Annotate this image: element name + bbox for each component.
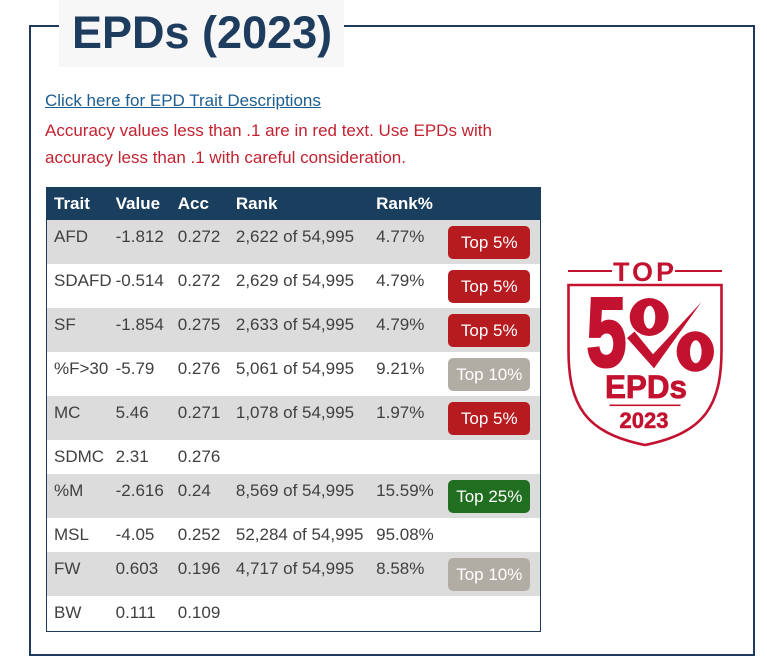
svg-text:TOP: TOP	[613, 257, 677, 287]
svg-text:2023: 2023	[620, 408, 669, 433]
svg-text:EPDs: EPDs	[605, 369, 687, 405]
svg-text:5: 5	[587, 277, 627, 387]
